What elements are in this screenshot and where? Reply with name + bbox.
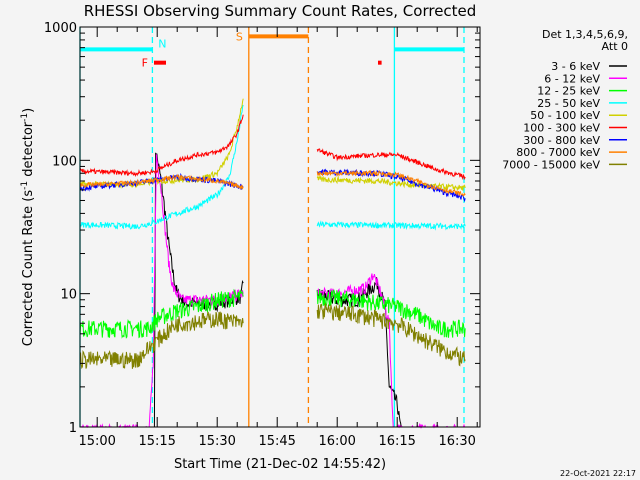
legend-label: 100 - 300 keV: [523, 122, 600, 135]
axes: 15:00 15:15 15:30 15:45 16:00 16:15 16:30 1 10 10…: [44, 21, 481, 449]
legend-label: 3 - 6 keV: [551, 60, 600, 73]
y-axis-label: Corrected Count Rate (s-1 detector-1): [20, 108, 36, 346]
y-tick-label: 100: [52, 154, 77, 169]
series-line-4: [79, 98, 244, 189]
x-tick-label: 16:15: [378, 434, 415, 449]
series-lines: [79, 98, 466, 429]
legend-label: 300 - 800 keV: [523, 134, 600, 147]
series-line-3: [316, 220, 466, 231]
series-line-3: [79, 104, 244, 230]
flag-label: N: [158, 38, 166, 51]
legend-header-line2: Att 0: [602, 40, 628, 53]
series-line-7: [316, 169, 466, 197]
flag-label: F: [142, 57, 148, 70]
series-line-8: [316, 302, 466, 367]
x-tick-label: 15:15: [138, 434, 175, 449]
x-tick-label: 15:30: [198, 434, 235, 449]
flag-label: S: [236, 30, 243, 43]
y-tick-label: 1000: [44, 21, 77, 36]
legend-label: 6 - 12 keV: [544, 72, 600, 85]
series-line-8: [79, 311, 244, 370]
series-line-1: [79, 154, 244, 429]
x-tick-label: 16:30: [438, 434, 475, 449]
series-line-0: [153, 152, 244, 428]
series-line-5: [79, 114, 244, 178]
series-line-4: [316, 175, 466, 192]
legend-header-line1: Det 1,3,4,5,6,9,: [542, 28, 628, 41]
legend-label: 7000 - 15000 keV: [502, 158, 600, 171]
legend-label: 12 - 25 keV: [537, 85, 600, 98]
series-line-7: [79, 173, 244, 191]
x-tick-label: 16:00: [318, 434, 355, 449]
x-tick-label: 15:00: [78, 434, 115, 449]
x-tick-label: 15:45: [258, 434, 295, 449]
legend-label: 800 - 7000 keV: [516, 146, 600, 159]
chart-title: RHESSI Observing Summary Count Rates, Co…: [84, 2, 477, 20]
legend-label: 25 - 50 keV: [537, 97, 600, 110]
x-axis-label: Start Time (21-Dec-02 14:55:42): [174, 457, 386, 472]
series-line-5: [316, 148, 466, 181]
plot-frame: [79, 26, 481, 428]
legend-label: 50 - 100 keV: [530, 109, 600, 122]
series-line-2: [79, 288, 244, 339]
footer-timestamp: 22-Oct-2021 22:17: [560, 469, 636, 478]
series-line-2: [316, 289, 466, 338]
flag-bars: S FN: [80, 30, 464, 70]
y-tick-label: 1: [69, 421, 77, 436]
y-tick-label: 10: [60, 288, 77, 303]
